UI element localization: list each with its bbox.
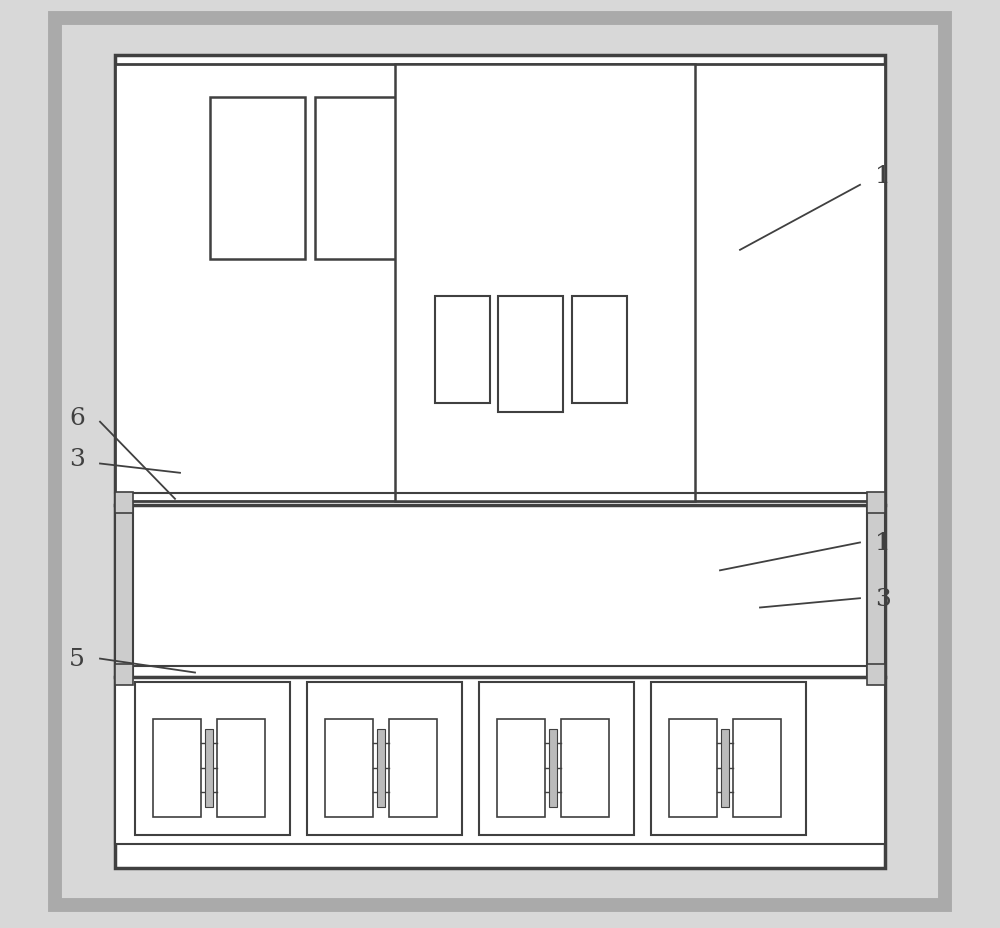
Bar	[389, 719, 437, 817]
Bar	[115, 677, 885, 844]
Bar	[115, 493, 133, 513]
Bar	[377, 729, 385, 806]
Text: 3: 3	[69, 448, 85, 470]
Bar	[867, 664, 885, 685]
Bar	[210, 97, 305, 260]
Text: 3: 3	[875, 587, 891, 610]
Bar	[435, 297, 490, 404]
Bar	[153, 719, 201, 817]
Bar	[115, 664, 133, 685]
Bar	[867, 493, 885, 513]
Bar	[572, 297, 627, 404]
Bar	[395, 65, 695, 501]
Bar	[479, 682, 634, 835]
Bar	[55, 19, 945, 905]
Bar	[651, 682, 806, 835]
Bar	[561, 719, 609, 817]
Bar	[549, 729, 557, 806]
Bar	[315, 97, 410, 260]
Text: 1: 1	[875, 532, 891, 554]
Bar	[497, 719, 545, 817]
Text: 5: 5	[69, 648, 85, 670]
Bar	[205, 729, 213, 806]
Bar	[325, 719, 373, 817]
Bar	[721, 729, 729, 806]
Bar	[307, 682, 462, 835]
Bar	[669, 719, 717, 817]
Text: 1: 1	[875, 165, 891, 187]
Bar	[217, 719, 265, 817]
Bar	[733, 719, 781, 817]
Bar	[115, 56, 885, 868]
Bar	[135, 682, 290, 835]
Text: 6: 6	[69, 406, 85, 429]
Bar	[498, 297, 563, 413]
Bar	[115, 506, 133, 677]
Bar	[115, 65, 885, 501]
Bar	[867, 506, 885, 677]
